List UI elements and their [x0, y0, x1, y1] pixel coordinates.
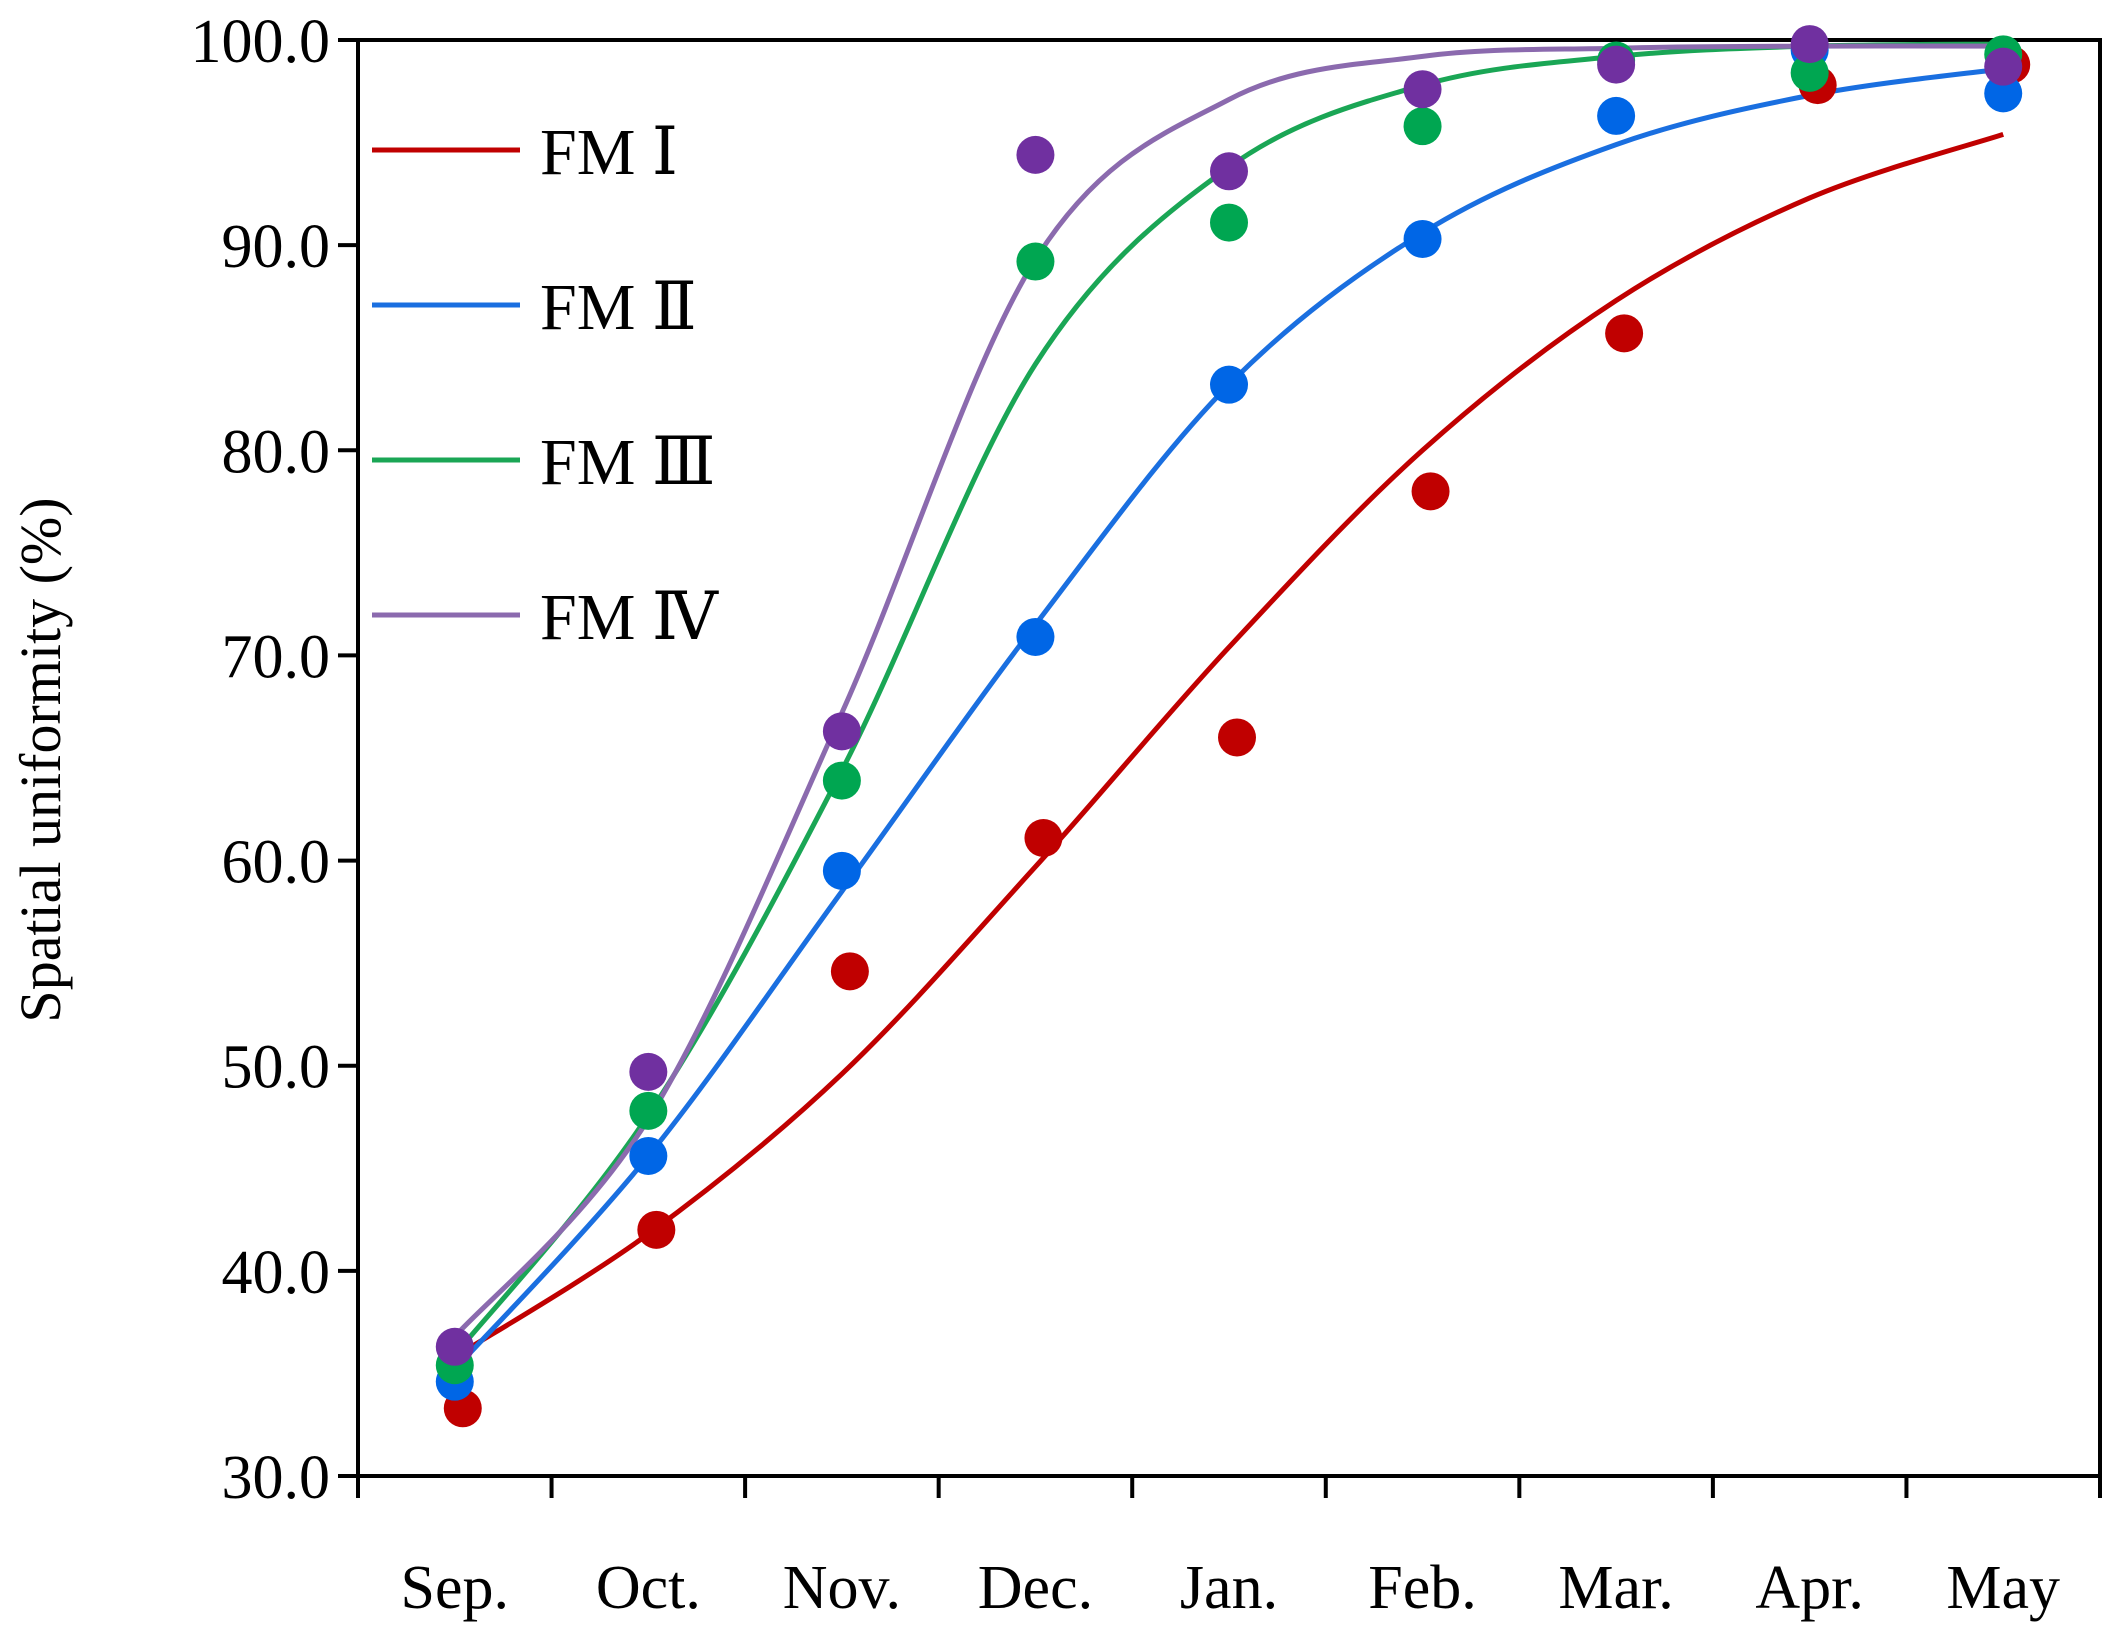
data-point-series-1: [1605, 314, 1644, 353]
x-tick-label: Jan.: [1180, 1554, 1278, 1622]
data-point-series-1: [1218, 718, 1256, 757]
data-point-series-4: [435, 1327, 474, 1366]
y-tick-label: 30.0: [222, 1444, 331, 1512]
data-point-series-3: [1403, 107, 1442, 146]
data-point-series-4: [629, 1052, 668, 1091]
fit-curve-series-4: [452, 43, 2004, 1339]
data-point-series-2: [629, 1136, 668, 1175]
data-point-series-4: [1597, 45, 1636, 84]
data-point-series-2: [1016, 617, 1055, 656]
legend-label-series-3: FM Ⅲ: [540, 426, 716, 499]
data-point-series-2: [1210, 365, 1248, 404]
x-tick-label: Nov.: [783, 1554, 901, 1622]
y-tick-label: 90.0: [222, 213, 331, 281]
data-point-series-4: [1403, 70, 1442, 109]
fit-curve-series-2: [452, 66, 2004, 1372]
x-tick-label: Oct.: [596, 1554, 701, 1622]
x-tick-label: Apr.: [1755, 1554, 1864, 1622]
y-tick-label: 50.0: [222, 1034, 331, 1102]
data-point-series-1: [1024, 819, 1063, 858]
y-axis-title: Spatial uniformity (%): [8, 497, 73, 1022]
y-tick-label: 70.0: [222, 623, 331, 691]
legend-label-series-4: FM Ⅳ: [540, 581, 719, 654]
data-point-series-1: [637, 1210, 676, 1249]
data-point-series-4: [1984, 47, 2023, 86]
data-point-series-4: [822, 712, 861, 751]
data-point-series-3: [1210, 203, 1248, 242]
legend-label-series-1: FM Ⅰ: [540, 116, 678, 189]
data-point-series-1: [1411, 472, 1450, 511]
data-point-series-2: [1403, 219, 1442, 258]
plot-area: 30.0 40.0 50.0 60.0 70.0 80.0 90.0 100.0 Sep. Oct…: [191, 8, 2102, 1622]
data-point-series-4: [1210, 152, 1248, 191]
data-point-series-4: [1016, 135, 1055, 174]
y-tick-label: 60.0: [222, 829, 331, 897]
legend-label-series-2: FM Ⅱ: [540, 271, 697, 344]
data-point-series-3: [822, 761, 861, 800]
data-point-series-1: [830, 952, 869, 991]
y-tick-label: 40.0: [222, 1239, 331, 1307]
y-tick-label: 100.0: [191, 8, 331, 76]
data-point-series-2: [822, 851, 861, 890]
data-point-series-4: [1790, 25, 1829, 64]
data-point-series-3: [1790, 53, 1829, 92]
data-point-series-3: [1016, 242, 1055, 281]
data-point-series-2: [1984, 74, 2023, 113]
fit-curve-series-1: [453, 131, 2004, 1360]
x-tick-label: May: [1946, 1554, 2060, 1622]
x-tick-label: Feb.: [1368, 1554, 1477, 1622]
y-tick-label: 80.0: [222, 418, 331, 486]
x-tick-label: Dec.: [978, 1554, 1093, 1622]
plot-frame: [356, 38, 2102, 1478]
x-tick-label: Sep.: [401, 1554, 510, 1622]
data-point-series-3: [629, 1091, 668, 1130]
legend: FM Ⅰ FM Ⅱ FM Ⅲ FM Ⅳ: [372, 116, 719, 654]
data-point-series-2: [1597, 96, 1636, 135]
x-tick-label: Mar.: [1558, 1554, 1673, 1622]
